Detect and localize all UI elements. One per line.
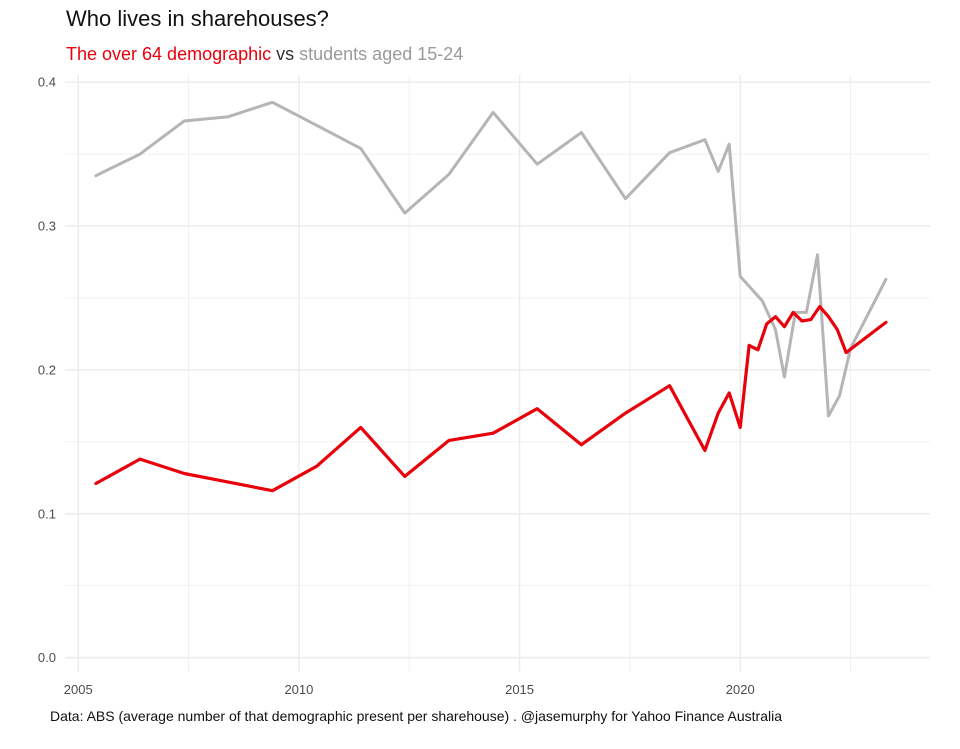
x-tick-label: 2015 xyxy=(505,682,534,697)
legend-vs: vs xyxy=(271,44,300,64)
chart-subtitle: The over 64 demographic vs students aged… xyxy=(66,44,463,65)
y-tick-label: 0.1 xyxy=(38,506,56,521)
series-line-students xyxy=(94,100,888,418)
series-lines xyxy=(94,100,888,493)
axis-ticks: 0.0 0.1 0.2 0.3 0.4 2005 2010 2015 2020 xyxy=(38,75,755,697)
legend-students: students aged 15-24 xyxy=(299,44,464,64)
chart-title: Who lives in sharehouses? xyxy=(66,6,329,31)
x-tick-label: 2010 xyxy=(284,682,313,697)
chart-caption: Data: ABS (average number of that demogr… xyxy=(50,708,782,724)
y-tick-label: 0.4 xyxy=(38,75,56,90)
y-tick-label: 0.2 xyxy=(38,362,56,377)
legend-over64: The over 64 demographic xyxy=(66,44,272,64)
y-tick-label: 0.0 xyxy=(38,650,56,665)
grid xyxy=(65,75,930,672)
series-line-over64 xyxy=(94,305,888,493)
y-tick-label: 0.3 xyxy=(38,219,56,234)
x-tick-label: 2020 xyxy=(726,682,755,697)
x-tick-label: 2005 xyxy=(64,682,93,697)
